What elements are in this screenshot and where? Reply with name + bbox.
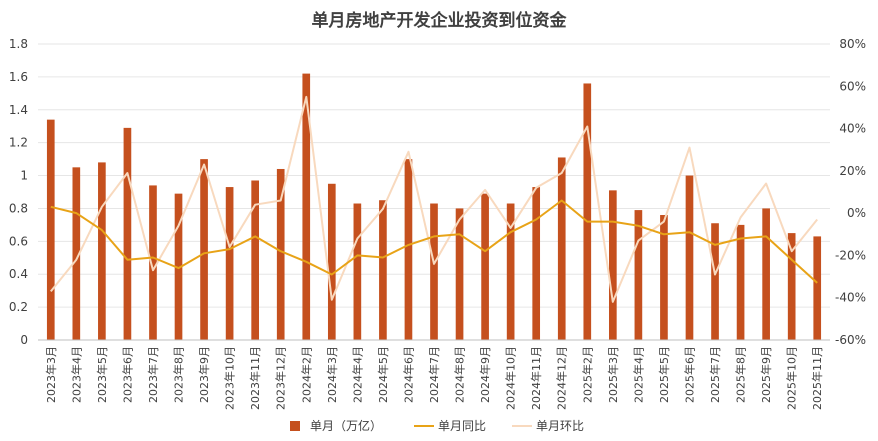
x-axis: 2023年3月 2023年4月 2023年5月 2023年6月 2023年7月 2023年… bbox=[38, 339, 830, 410]
left-axis-tick-label: 1.2 bbox=[9, 136, 28, 150]
right-axis-tick-label: 60% bbox=[839, 79, 866, 93]
bar bbox=[353, 203, 362, 340]
right-axis-tick-label: 40% bbox=[839, 122, 866, 136]
bar bbox=[379, 200, 387, 340]
x-tick-label: 2024年8月 bbox=[453, 346, 467, 403]
right-axis-tick-label: 20% bbox=[839, 164, 866, 178]
bar bbox=[583, 83, 592, 340]
x-tick-label: 2024年3月 bbox=[325, 346, 339, 403]
x-tick-label: 2023年6月 bbox=[120, 346, 134, 403]
bar bbox=[225, 187, 234, 340]
x-tick-label: 2024年6月 bbox=[401, 346, 415, 403]
left-axis-tick-label: 0.8 bbox=[9, 201, 28, 215]
bar bbox=[557, 157, 566, 340]
right-axis-tick-label: 0% bbox=[847, 206, 866, 220]
x-tick-label: 2025年3月 bbox=[606, 346, 620, 403]
legend-label: 单月同比 bbox=[438, 419, 486, 433]
x-tick-label: 2023年8月 bbox=[172, 346, 186, 403]
bar bbox=[174, 193, 183, 340]
left-axis-tick-label: 1 bbox=[20, 169, 28, 183]
x-tick-label: 2025年11月 bbox=[810, 346, 824, 410]
bar bbox=[404, 159, 413, 340]
right-axis-tick-label: -20% bbox=[835, 248, 866, 262]
left-axis-tick-label: 0.2 bbox=[9, 300, 28, 314]
bar bbox=[787, 233, 796, 340]
left-axis-tick-label: 1.4 bbox=[9, 103, 28, 117]
x-tick-label: 2025年10月 bbox=[785, 346, 799, 410]
x-tick-label: 2024年12月 bbox=[555, 346, 569, 410]
bar bbox=[430, 203, 438, 340]
x-tick-label: 2025年5月 bbox=[657, 346, 671, 403]
left-axis: 0 0.2 0.4 0.6 0.8 1 1.2 1.4 1.6 1.8 bbox=[9, 37, 28, 347]
bar-series bbox=[46, 73, 822, 341]
bar bbox=[481, 193, 489, 340]
bar bbox=[685, 175, 694, 340]
legend-label: 单月环比 bbox=[536, 419, 584, 433]
x-tick-label: 2024年9月 bbox=[478, 346, 492, 403]
series-line bbox=[50, 95, 818, 303]
chart-title: 单月房地产开发企业投资到位资金 bbox=[312, 10, 568, 31]
bar bbox=[813, 236, 822, 340]
x-tick-label: 2023年3月 bbox=[44, 346, 58, 403]
right-axis-tick-label: 80% bbox=[839, 37, 866, 51]
x-tick-label: 2024年4月 bbox=[350, 346, 364, 403]
bar bbox=[98, 162, 106, 340]
bar bbox=[72, 167, 81, 340]
bar bbox=[251, 180, 259, 340]
left-axis-tick-label: 1.8 bbox=[9, 37, 28, 51]
x-tick-label: 2024年5月 bbox=[376, 346, 390, 403]
bar bbox=[276, 168, 285, 340]
bar bbox=[302, 73, 311, 340]
left-axis-tick-label: 0.4 bbox=[9, 267, 28, 281]
right-axis: -60% -40% -20% 0% 20% 40% 60% 80% bbox=[835, 37, 866, 347]
x-tick-label: 2024年7月 bbox=[427, 346, 441, 403]
x-tick-label: 2024年2月 bbox=[299, 346, 313, 403]
x-tick-label: 2025年6月 bbox=[682, 346, 696, 403]
x-tick-label: 2023年9月 bbox=[197, 346, 211, 403]
legend-swatch bbox=[290, 421, 300, 431]
bar bbox=[506, 203, 515, 340]
bar bbox=[200, 159, 208, 340]
right-axis-tick-label: -40% bbox=[835, 291, 866, 305]
bar bbox=[762, 208, 770, 340]
bar bbox=[327, 183, 336, 340]
bar bbox=[149, 185, 157, 340]
right-axis-tick-label: -60% bbox=[835, 333, 866, 347]
legend-label: 单月（万亿） bbox=[310, 418, 382, 433]
bar bbox=[123, 127, 132, 340]
series-line bbox=[50, 199, 818, 284]
left-axis-tick-label: 1.6 bbox=[9, 70, 28, 84]
x-tick-label: 2023年12月 bbox=[274, 346, 288, 410]
x-tick-label: 2025年9月 bbox=[759, 346, 773, 403]
bar bbox=[532, 187, 541, 340]
x-tick-label: 2024年11月 bbox=[529, 346, 543, 410]
legend[interactable]: 单月（万亿） 单月同比 单月环比 bbox=[290, 418, 584, 433]
x-tick-label: 2025年2月 bbox=[580, 346, 594, 403]
x-tick-label: 2023年7月 bbox=[146, 346, 160, 403]
x-tick-label: 2025年8月 bbox=[734, 346, 748, 403]
bar bbox=[609, 190, 617, 340]
bar bbox=[455, 208, 464, 340]
x-tick-label: 2025年4月 bbox=[631, 346, 645, 403]
x-tick-label: 2025年7月 bbox=[708, 346, 722, 403]
bar bbox=[711, 223, 719, 340]
bar bbox=[634, 210, 643, 340]
bar bbox=[660, 215, 668, 340]
left-axis-tick-label: 0.6 bbox=[9, 234, 28, 248]
x-tick-label: 2023年5月 bbox=[95, 346, 109, 403]
x-tick-label: 2023年4月 bbox=[69, 346, 83, 403]
x-tick-label: 2024年10月 bbox=[504, 346, 518, 410]
x-tick-label: 2023年11月 bbox=[248, 346, 262, 410]
line-series bbox=[50, 95, 818, 303]
bar bbox=[46, 119, 55, 341]
bar bbox=[736, 224, 745, 340]
x-tick-label: 2023年10月 bbox=[223, 346, 237, 410]
left-axis-tick-label: 0 bbox=[20, 333, 28, 347]
